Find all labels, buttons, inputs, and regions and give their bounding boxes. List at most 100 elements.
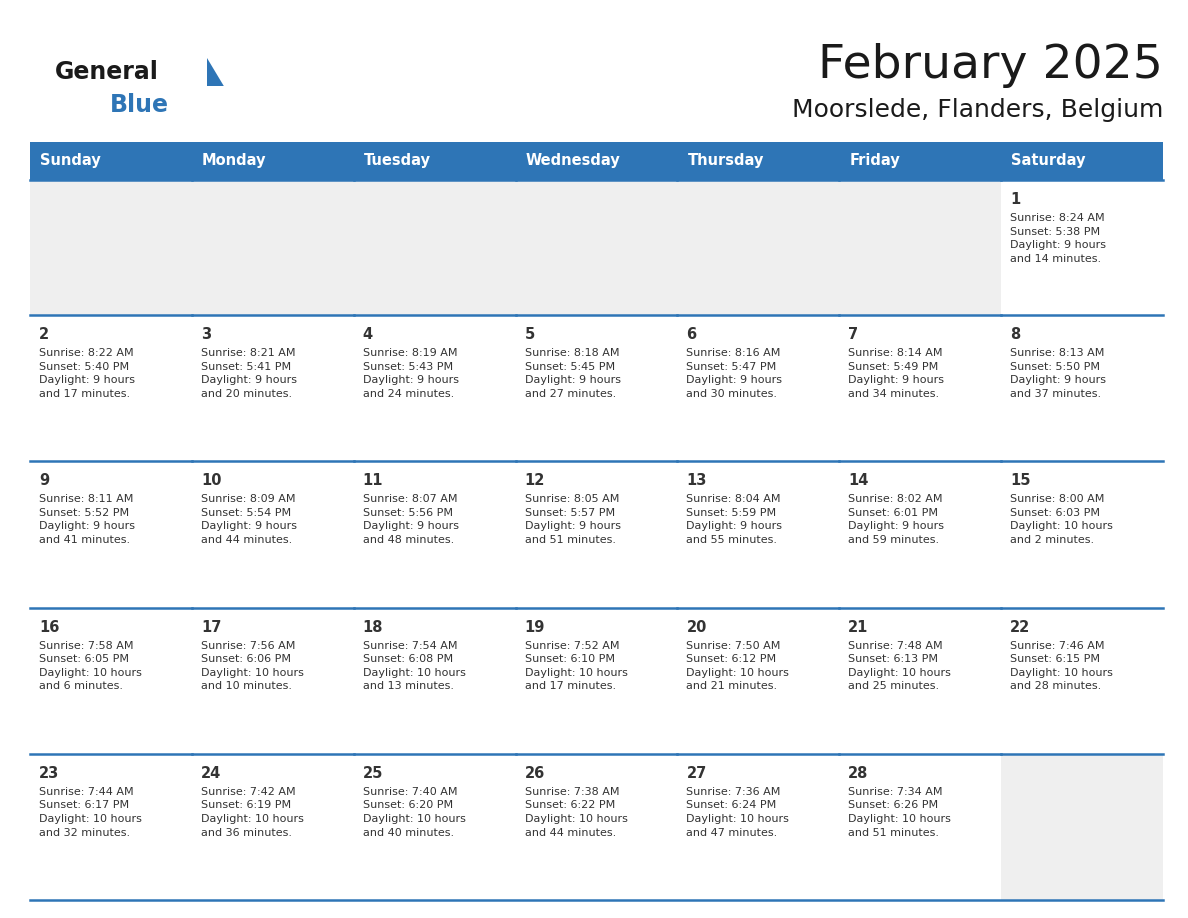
Text: 17: 17 [201,620,221,634]
Text: Sunrise: 8:11 AM
Sunset: 5:52 PM
Daylight: 9 hours
and 41 minutes.: Sunrise: 8:11 AM Sunset: 5:52 PM Dayligh… [39,494,135,545]
Bar [354,142,516,180]
Text: 22: 22 [1010,620,1030,634]
Text: Sunrise: 7:56 AM
Sunset: 6:06 PM
Daylight: 10 hours
and 10 minutes.: Sunrise: 7:56 AM Sunset: 6:06 PM Dayligh… [201,641,304,691]
Text: Sunrise: 8:09 AM
Sunset: 5:54 PM
Daylight: 9 hours
and 44 minutes.: Sunrise: 8:09 AM Sunset: 5:54 PM Dayligh… [201,494,297,545]
Bar [516,142,677,180]
Text: Sunrise: 8:24 AM
Sunset: 5:38 PM
Daylight: 9 hours
and 14 minutes.: Sunrise: 8:24 AM Sunset: 5:38 PM Dayligh… [1010,213,1106,263]
Text: Sunrise: 8:19 AM
Sunset: 5:43 PM
Daylight: 9 hours
and 24 minutes.: Sunrise: 8:19 AM Sunset: 5:43 PM Dayligh… [362,348,459,398]
Text: 21: 21 [848,620,868,634]
Bar [1001,608,1163,754]
Text: 2: 2 [39,327,49,342]
Text: Wednesday: Wednesday [525,153,620,169]
Text: Sunrise: 7:38 AM
Sunset: 6:22 PM
Daylight: 10 hours
and 44 minutes.: Sunrise: 7:38 AM Sunset: 6:22 PM Dayligh… [525,787,627,837]
Bar [354,754,516,900]
Text: Thursday: Thursday [688,153,764,169]
Bar [191,315,354,461]
Bar [839,608,1001,754]
Text: Tuesday: Tuesday [364,153,431,169]
Text: Sunday: Sunday [40,153,101,169]
Text: Sunrise: 7:58 AM
Sunset: 6:05 PM
Daylight: 10 hours
and 6 minutes.: Sunrise: 7:58 AM Sunset: 6:05 PM Dayligh… [39,641,141,691]
Text: 24: 24 [201,766,221,780]
Text: Sunrise: 8:16 AM
Sunset: 5:47 PM
Daylight: 9 hours
and 30 minutes.: Sunrise: 8:16 AM Sunset: 5:47 PM Dayligh… [687,348,783,398]
Text: 25: 25 [362,766,383,780]
Text: 13: 13 [687,474,707,488]
Bar [1001,315,1163,461]
Text: Friday: Friday [849,153,901,169]
Text: 16: 16 [39,620,59,634]
Bar [516,180,677,315]
Text: Sunrise: 8:22 AM
Sunset: 5:40 PM
Daylight: 9 hours
and 17 minutes.: Sunrise: 8:22 AM Sunset: 5:40 PM Dayligh… [39,348,135,398]
Text: February 2025: February 2025 [819,42,1163,87]
Text: 5: 5 [525,327,535,342]
Bar [516,461,677,608]
Text: 28: 28 [848,766,868,780]
Text: Sunrise: 7:36 AM
Sunset: 6:24 PM
Daylight: 10 hours
and 47 minutes.: Sunrise: 7:36 AM Sunset: 6:24 PM Dayligh… [687,787,789,837]
Bar [191,142,354,180]
Bar [354,180,516,315]
Bar [516,315,677,461]
Bar [30,754,191,900]
Bar [354,608,516,754]
Polygon shape [207,58,223,86]
Text: 26: 26 [525,766,545,780]
Bar [30,608,191,754]
Bar [191,608,354,754]
Bar [677,315,839,461]
Text: 23: 23 [39,766,59,780]
Text: Sunrise: 8:05 AM
Sunset: 5:57 PM
Daylight: 9 hours
and 51 minutes.: Sunrise: 8:05 AM Sunset: 5:57 PM Dayligh… [525,494,620,545]
Bar [191,180,354,315]
Bar [516,608,677,754]
Text: Sunrise: 7:42 AM
Sunset: 6:19 PM
Daylight: 10 hours
and 36 minutes.: Sunrise: 7:42 AM Sunset: 6:19 PM Dayligh… [201,787,304,837]
Text: Sunrise: 8:13 AM
Sunset: 5:50 PM
Daylight: 9 hours
and 37 minutes.: Sunrise: 8:13 AM Sunset: 5:50 PM Dayligh… [1010,348,1106,398]
Text: 8: 8 [1010,327,1020,342]
Text: Sunrise: 7:48 AM
Sunset: 6:13 PM
Daylight: 10 hours
and 25 minutes.: Sunrise: 7:48 AM Sunset: 6:13 PM Dayligh… [848,641,952,691]
Bar [354,315,516,461]
Bar [30,180,191,315]
Bar [839,754,1001,900]
Text: Sunrise: 8:07 AM
Sunset: 5:56 PM
Daylight: 9 hours
and 48 minutes.: Sunrise: 8:07 AM Sunset: 5:56 PM Dayligh… [362,494,459,545]
Text: Saturday: Saturday [1011,153,1086,169]
Bar [839,461,1001,608]
Bar [839,315,1001,461]
Bar [1001,754,1163,900]
Text: 11: 11 [362,474,384,488]
Text: 20: 20 [687,620,707,634]
Text: Monday: Monday [202,153,266,169]
Text: 15: 15 [1010,474,1031,488]
Text: Sunrise: 7:52 AM
Sunset: 6:10 PM
Daylight: 10 hours
and 17 minutes.: Sunrise: 7:52 AM Sunset: 6:10 PM Dayligh… [525,641,627,691]
Text: Sunrise: 7:46 AM
Sunset: 6:15 PM
Daylight: 10 hours
and 28 minutes.: Sunrise: 7:46 AM Sunset: 6:15 PM Dayligh… [1010,641,1113,691]
Bar [677,754,839,900]
Bar [677,180,839,315]
Text: 1: 1 [1010,192,1020,207]
Text: 10: 10 [201,474,221,488]
Text: Sunrise: 7:40 AM
Sunset: 6:20 PM
Daylight: 10 hours
and 40 minutes.: Sunrise: 7:40 AM Sunset: 6:20 PM Dayligh… [362,787,466,837]
Bar [191,754,354,900]
Bar [30,142,191,180]
Text: Sunrise: 8:04 AM
Sunset: 5:59 PM
Daylight: 9 hours
and 55 minutes.: Sunrise: 8:04 AM Sunset: 5:59 PM Dayligh… [687,494,783,545]
Bar [677,142,839,180]
Bar [191,461,354,608]
Bar [839,180,1001,315]
Text: Sunrise: 8:18 AM
Sunset: 5:45 PM
Daylight: 9 hours
and 27 minutes.: Sunrise: 8:18 AM Sunset: 5:45 PM Dayligh… [525,348,620,398]
Bar [1001,142,1163,180]
Text: Sunrise: 7:44 AM
Sunset: 6:17 PM
Daylight: 10 hours
and 32 minutes.: Sunrise: 7:44 AM Sunset: 6:17 PM Dayligh… [39,787,141,837]
Text: 19: 19 [525,620,545,634]
Text: Sunrise: 7:54 AM
Sunset: 6:08 PM
Daylight: 10 hours
and 13 minutes.: Sunrise: 7:54 AM Sunset: 6:08 PM Dayligh… [362,641,466,691]
Text: Sunrise: 7:50 AM
Sunset: 6:12 PM
Daylight: 10 hours
and 21 minutes.: Sunrise: 7:50 AM Sunset: 6:12 PM Dayligh… [687,641,789,691]
Text: Moorslede, Flanders, Belgium: Moorslede, Flanders, Belgium [791,98,1163,122]
Text: General: General [55,60,159,84]
Bar [30,461,191,608]
Bar [677,461,839,608]
Text: Sunrise: 8:14 AM
Sunset: 5:49 PM
Daylight: 9 hours
and 34 minutes.: Sunrise: 8:14 AM Sunset: 5:49 PM Dayligh… [848,348,944,398]
Text: 27: 27 [687,766,707,780]
Text: 4: 4 [362,327,373,342]
Text: Sunrise: 7:34 AM
Sunset: 6:26 PM
Daylight: 10 hours
and 51 minutes.: Sunrise: 7:34 AM Sunset: 6:26 PM Dayligh… [848,787,952,837]
Text: Sunrise: 8:00 AM
Sunset: 6:03 PM
Daylight: 10 hours
and 2 minutes.: Sunrise: 8:00 AM Sunset: 6:03 PM Dayligh… [1010,494,1113,545]
Bar [1001,461,1163,608]
Bar [839,142,1001,180]
Text: 6: 6 [687,327,696,342]
Text: 14: 14 [848,474,868,488]
Bar [30,315,191,461]
Bar [354,461,516,608]
Bar [516,754,677,900]
